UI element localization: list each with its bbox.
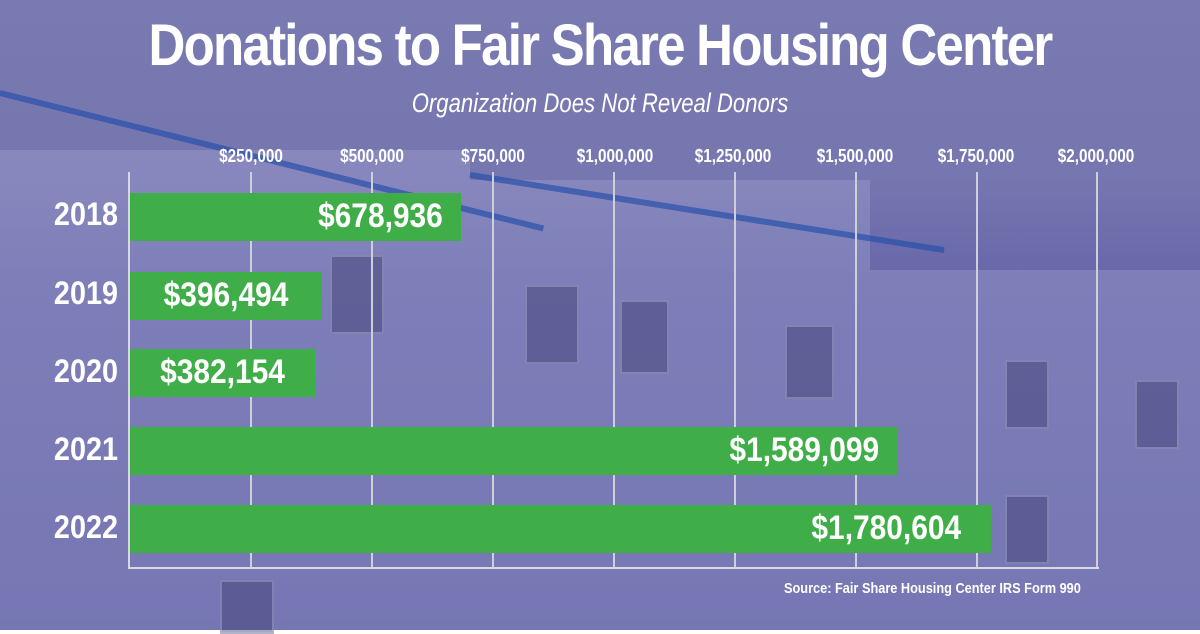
chart-subtitle: Organization Does Not Reveal Donors <box>411 88 789 118</box>
x-tick-label: $1,000,000 <box>576 146 654 166</box>
bar-value-label: $382,154 <box>160 353 285 391</box>
year-label: 2021 <box>53 431 118 467</box>
x-tick-label: $1,250,000 <box>694 146 772 166</box>
year-label: 2019 <box>53 275 118 311</box>
background-window <box>220 580 274 634</box>
x-axis-baseline <box>128 567 1099 569</box>
x-tick-label: $250,000 <box>219 146 283 166</box>
bar-value-label: $396,494 <box>163 276 289 314</box>
bar-2022: $1,780,604 <box>130 505 991 553</box>
bar-value-label: $1,589,099 <box>729 431 879 469</box>
year-label: 2018 <box>53 196 118 232</box>
background-building <box>870 270 1200 630</box>
background-window <box>1135 380 1179 449</box>
background-window <box>330 255 384 334</box>
year-label: 2022 <box>53 509 118 545</box>
gridline <box>976 172 978 568</box>
x-tick-label: $500,000 <box>340 146 404 166</box>
gridline <box>1096 172 1098 568</box>
bar-2021: $1,589,099 <box>130 427 897 475</box>
background-window <box>1005 360 1049 429</box>
y-axis-line <box>128 172 130 569</box>
gridline <box>371 172 373 568</box>
background-window <box>1005 495 1049 564</box>
bar-value-label: $678,936 <box>318 197 443 235</box>
background-building <box>470 180 870 630</box>
background-window <box>525 285 579 364</box>
gridline <box>855 172 857 568</box>
gridline <box>734 172 736 568</box>
bar-2019: $396,494 <box>130 272 322 320</box>
gridline <box>613 172 615 568</box>
source-note: Source: Fair Share Housing Center IRS Fo… <box>784 580 1081 597</box>
year-label: 2020 <box>53 353 118 389</box>
x-tick-label: $2,000,000 <box>1057 146 1135 166</box>
background-window <box>785 325 834 399</box>
x-tick-label: $1,500,000 <box>816 146 894 166</box>
bar-value-label: $1,780,604 <box>811 509 961 547</box>
x-tick-label: $750,000 <box>461 146 525 166</box>
gridline <box>492 172 494 568</box>
bar-2020: $382,154 <box>130 349 315 397</box>
bar-2018: $678,936 <box>130 193 461 241</box>
chart-title: Donations to Fair Share Housing Center <box>148 13 1054 78</box>
x-tick-label: $1,750,000 <box>937 146 1015 166</box>
background-window <box>620 300 669 374</box>
